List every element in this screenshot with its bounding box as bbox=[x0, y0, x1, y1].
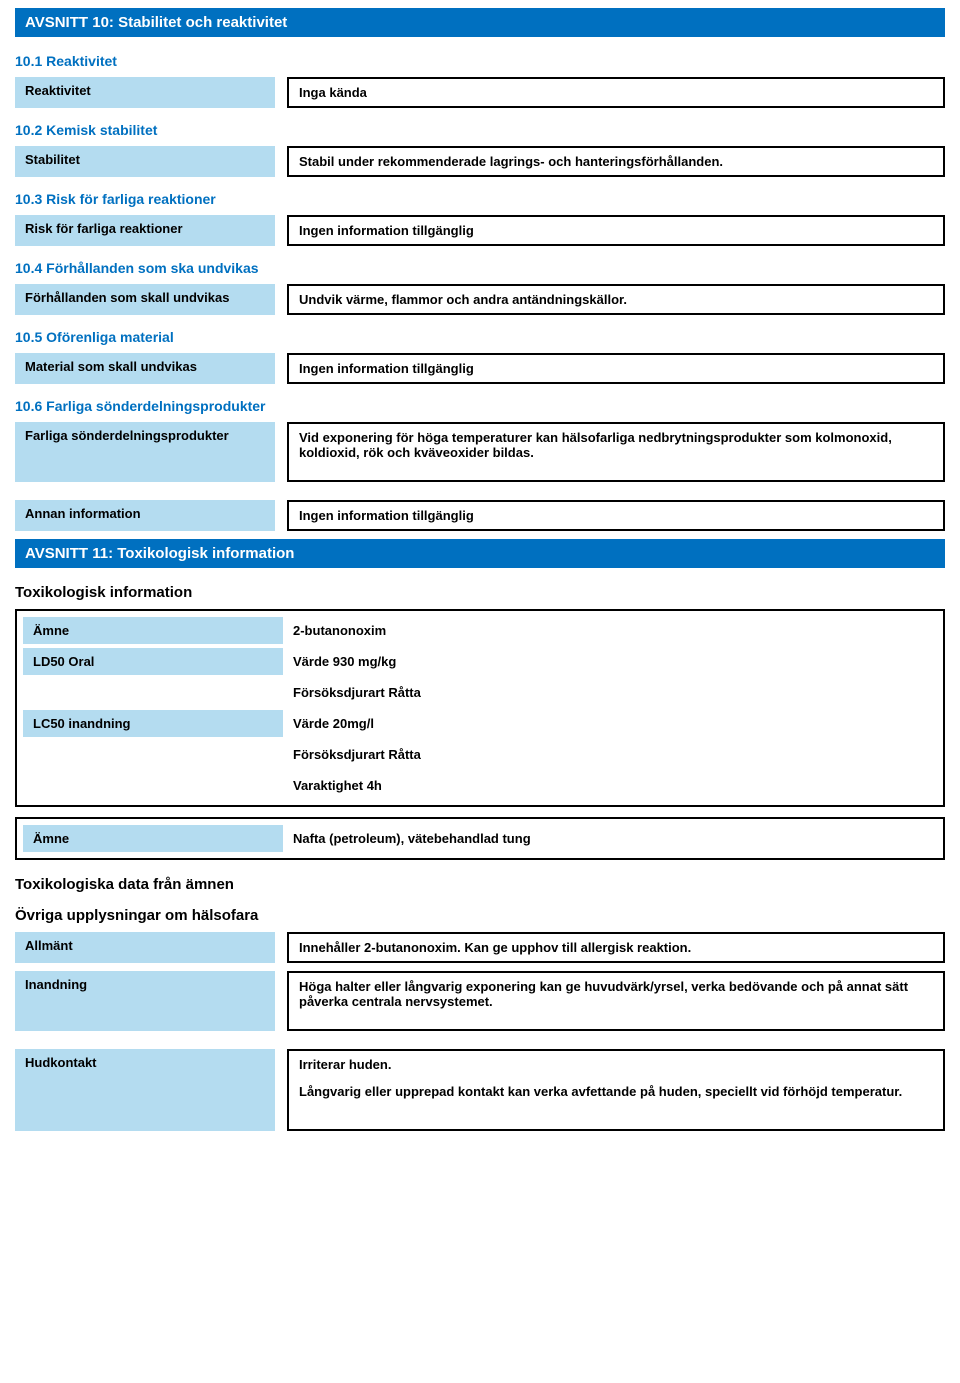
value-inandning: Höga halter eller långvarig exponering k… bbox=[287, 971, 945, 1031]
tox-lc50-label: LC50 inandning bbox=[23, 710, 283, 737]
sub-10-1: 10.1 Reaktivitet bbox=[15, 47, 945, 77]
value-reaktivitet: Inga kända bbox=[287, 77, 945, 108]
section-11-header: AVSNITT 11: Toxikologisk information bbox=[15, 539, 945, 568]
sub-tox-data: Toxikologiska data från ämnen bbox=[15, 870, 945, 901]
row-material: Material som skall undvikas Ingen inform… bbox=[15, 353, 945, 384]
label-reaktivitet: Reaktivitet bbox=[15, 77, 275, 108]
sub-10-4: 10.4 Förhållanden som ska undvikas bbox=[15, 254, 945, 284]
label-stabilitet: Stabilitet bbox=[15, 146, 275, 177]
spacer bbox=[23, 772, 283, 799]
row-reaktivitet: Reaktivitet Inga kända bbox=[15, 77, 945, 108]
sub-10-2: 10.2 Kemisk stabilitet bbox=[15, 116, 945, 146]
tox-ld50-label: LD50 Oral bbox=[23, 648, 283, 675]
value-material: Ingen information tillgänglig bbox=[287, 353, 945, 384]
sub-10-5: 10.5 Oförenliga material bbox=[15, 323, 945, 353]
tox-amne-value-2: Nafta (petroleum), vätebehandlad tung bbox=[283, 825, 937, 852]
label-inandning: Inandning bbox=[15, 971, 275, 1031]
label-forhallanden: Förhållanden som skall undvikas bbox=[15, 284, 275, 315]
sub-10-6: 10.6 Farliga sönderdelningsprodukter bbox=[15, 392, 945, 422]
value-sonder: Vid exponering för höga temperaturer kan… bbox=[287, 422, 945, 482]
section-10-header: AVSNITT 10: Stabilitet och reaktivitet bbox=[15, 8, 945, 37]
tox-lc50-dur: Varaktighet 4h bbox=[283, 772, 937, 799]
row-inandning: Inandning Höga halter eller långvarig ex… bbox=[15, 971, 945, 1031]
row-hudkontakt: Hudkontakt Irriterar huden. Långvarig el… bbox=[15, 1049, 945, 1131]
value-allmant: Innehåller 2-butanonoxim. Kan ge upphov … bbox=[287, 932, 945, 963]
tox-lc50-value: Värde 20mg/l bbox=[283, 710, 937, 737]
value-risk: Ingen information tillgänglig bbox=[287, 215, 945, 246]
sub-10-3: 10.3 Risk för farliga reaktioner bbox=[15, 185, 945, 215]
row-annan: Annan information Ingen information till… bbox=[15, 500, 945, 531]
hudkontakt-line2: Långvarig eller upprepad kontakt kan ver… bbox=[299, 1084, 933, 1099]
tox-lc50-test: Försöksdjurart Råtta bbox=[283, 741, 937, 768]
row-forhallanden: Förhållanden som skall undvikas Undvik v… bbox=[15, 284, 945, 315]
tox-ld50-value: Värde 930 mg/kg bbox=[283, 648, 937, 675]
label-annan: Annan information bbox=[15, 500, 275, 531]
sub-ovriga: Övriga upplysningar om hälsofara bbox=[15, 901, 945, 932]
tox-ld50-test: Försöksdjurart Råtta bbox=[283, 679, 937, 706]
spacer bbox=[23, 741, 283, 768]
sub-tox-info: Toxikologisk information bbox=[15, 578, 945, 609]
row-sonder: Farliga sönderdelningsprodukter Vid expo… bbox=[15, 422, 945, 482]
value-hudkontakt: Irriterar huden. Långvarig eller upprepa… bbox=[287, 1049, 945, 1131]
tox-amne-value-1: 2-butanonoxim bbox=[283, 617, 937, 644]
label-sonder: Farliga sönderdelningsprodukter bbox=[15, 422, 275, 482]
label-hudkontakt: Hudkontakt bbox=[15, 1049, 275, 1131]
value-stabilitet: Stabil under rekommenderade lagrings- oc… bbox=[287, 146, 945, 177]
spacer bbox=[23, 679, 283, 706]
row-allmant: Allmänt Innehåller 2-butanonoxim. Kan ge… bbox=[15, 932, 945, 963]
value-annan: Ingen information tillgänglig bbox=[287, 500, 945, 531]
label-material: Material som skall undvikas bbox=[15, 353, 275, 384]
tox-group-1: Ämne 2-butanonoxim LD50 Oral Värde 930 m… bbox=[15, 609, 945, 807]
value-forhallanden: Undvik värme, flammor och andra antändni… bbox=[287, 284, 945, 315]
row-risk: Risk för farliga reaktioner Ingen inform… bbox=[15, 215, 945, 246]
label-risk: Risk för farliga reaktioner bbox=[15, 215, 275, 246]
label-allmant: Allmänt bbox=[15, 932, 275, 963]
tox-group-2: Ämne Nafta (petroleum), vätebehandlad tu… bbox=[15, 817, 945, 860]
row-stabilitet: Stabilitet Stabil under rekommenderade l… bbox=[15, 146, 945, 177]
hudkontakt-line1: Irriterar huden. bbox=[299, 1057, 933, 1072]
tox-amne-label-2: Ämne bbox=[23, 825, 283, 852]
tox-amne-label-1: Ämne bbox=[23, 617, 283, 644]
